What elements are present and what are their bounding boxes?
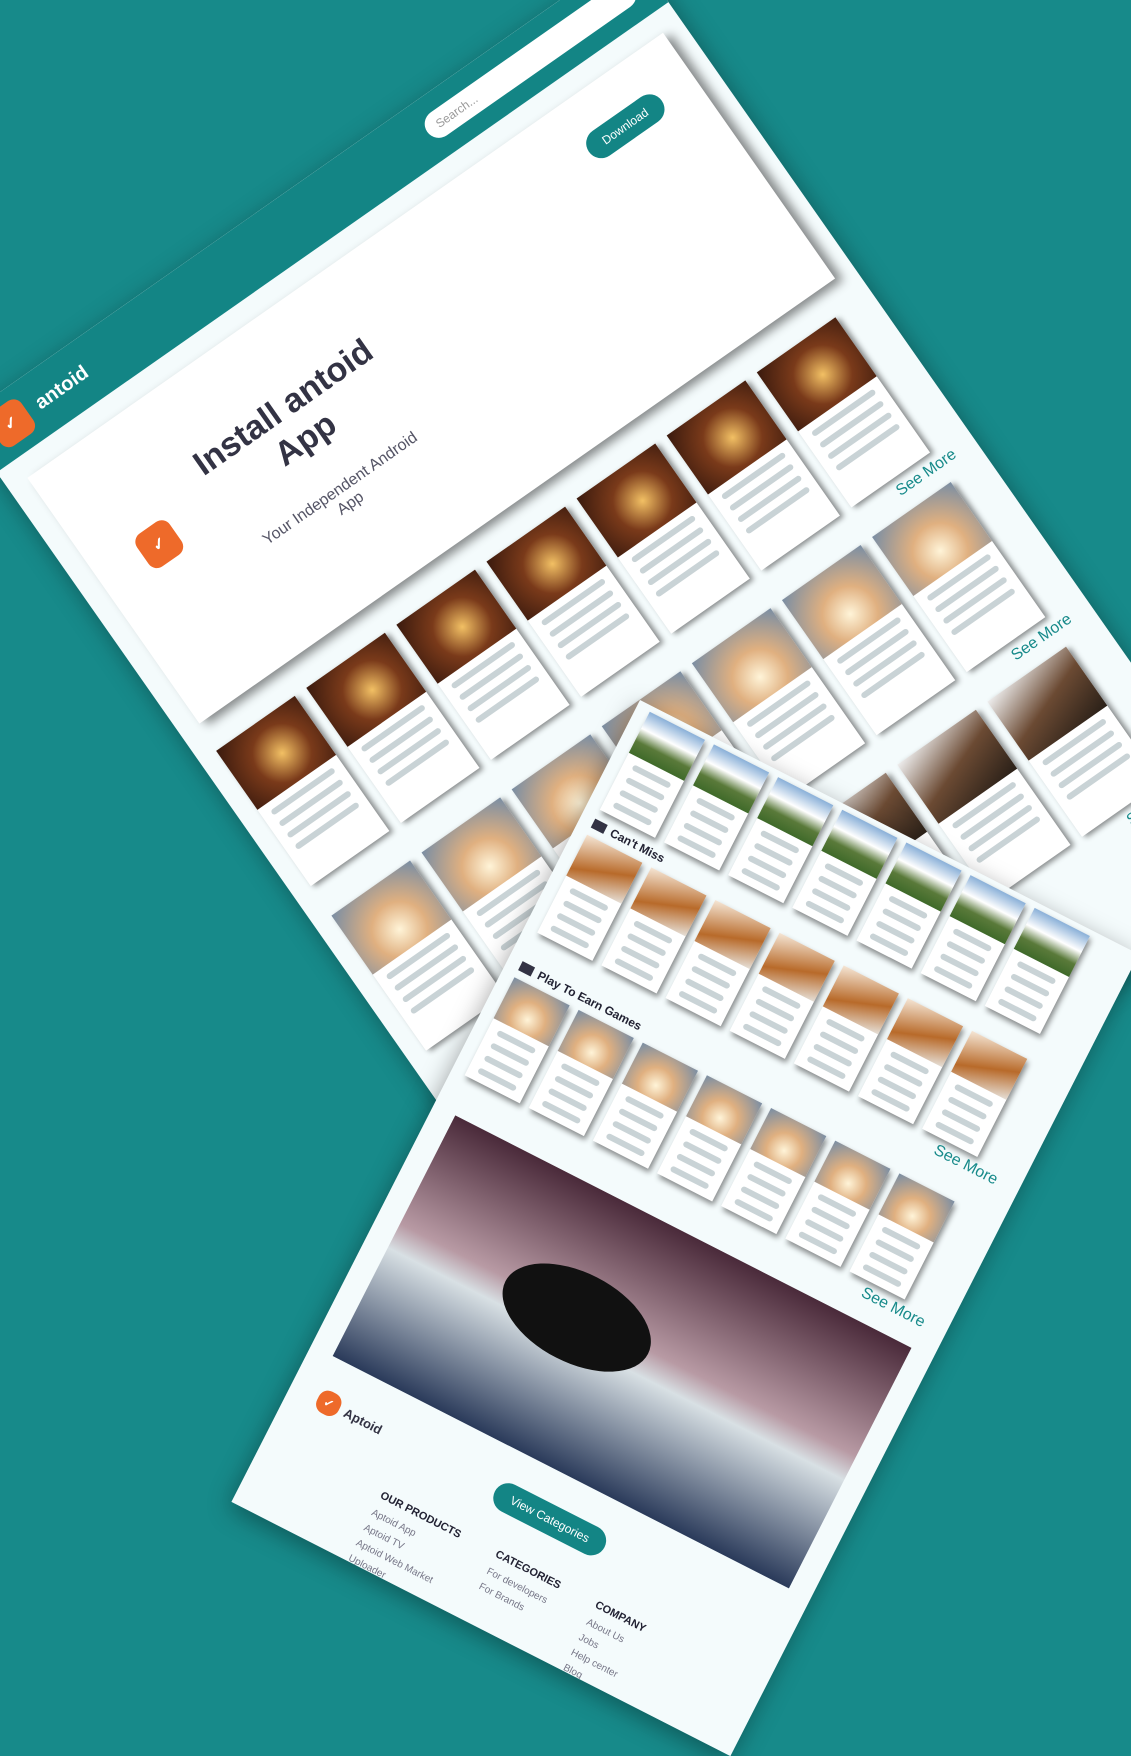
brand: antoid	[30, 361, 93, 414]
footer-brand: Aptoid	[341, 1404, 385, 1437]
footer-logo: ✓	[312, 1387, 345, 1420]
footer-column: CATEGORIES For developers For Brands	[451, 1548, 563, 1674]
footer-column: COMPANY About Us Jobs Help center Blog	[551, 1599, 648, 1718]
logo: ✓	[0, 395, 39, 452]
download-button[interactable]: Download	[579, 88, 671, 165]
footer-button[interactable]: View Categories	[488, 1478, 612, 1561]
footer-column: OUR PRODUCTS Aptoid App Aptoid TV Aptoid We…	[336, 1490, 463, 1624]
hero-logo: ✓	[131, 516, 188, 573]
